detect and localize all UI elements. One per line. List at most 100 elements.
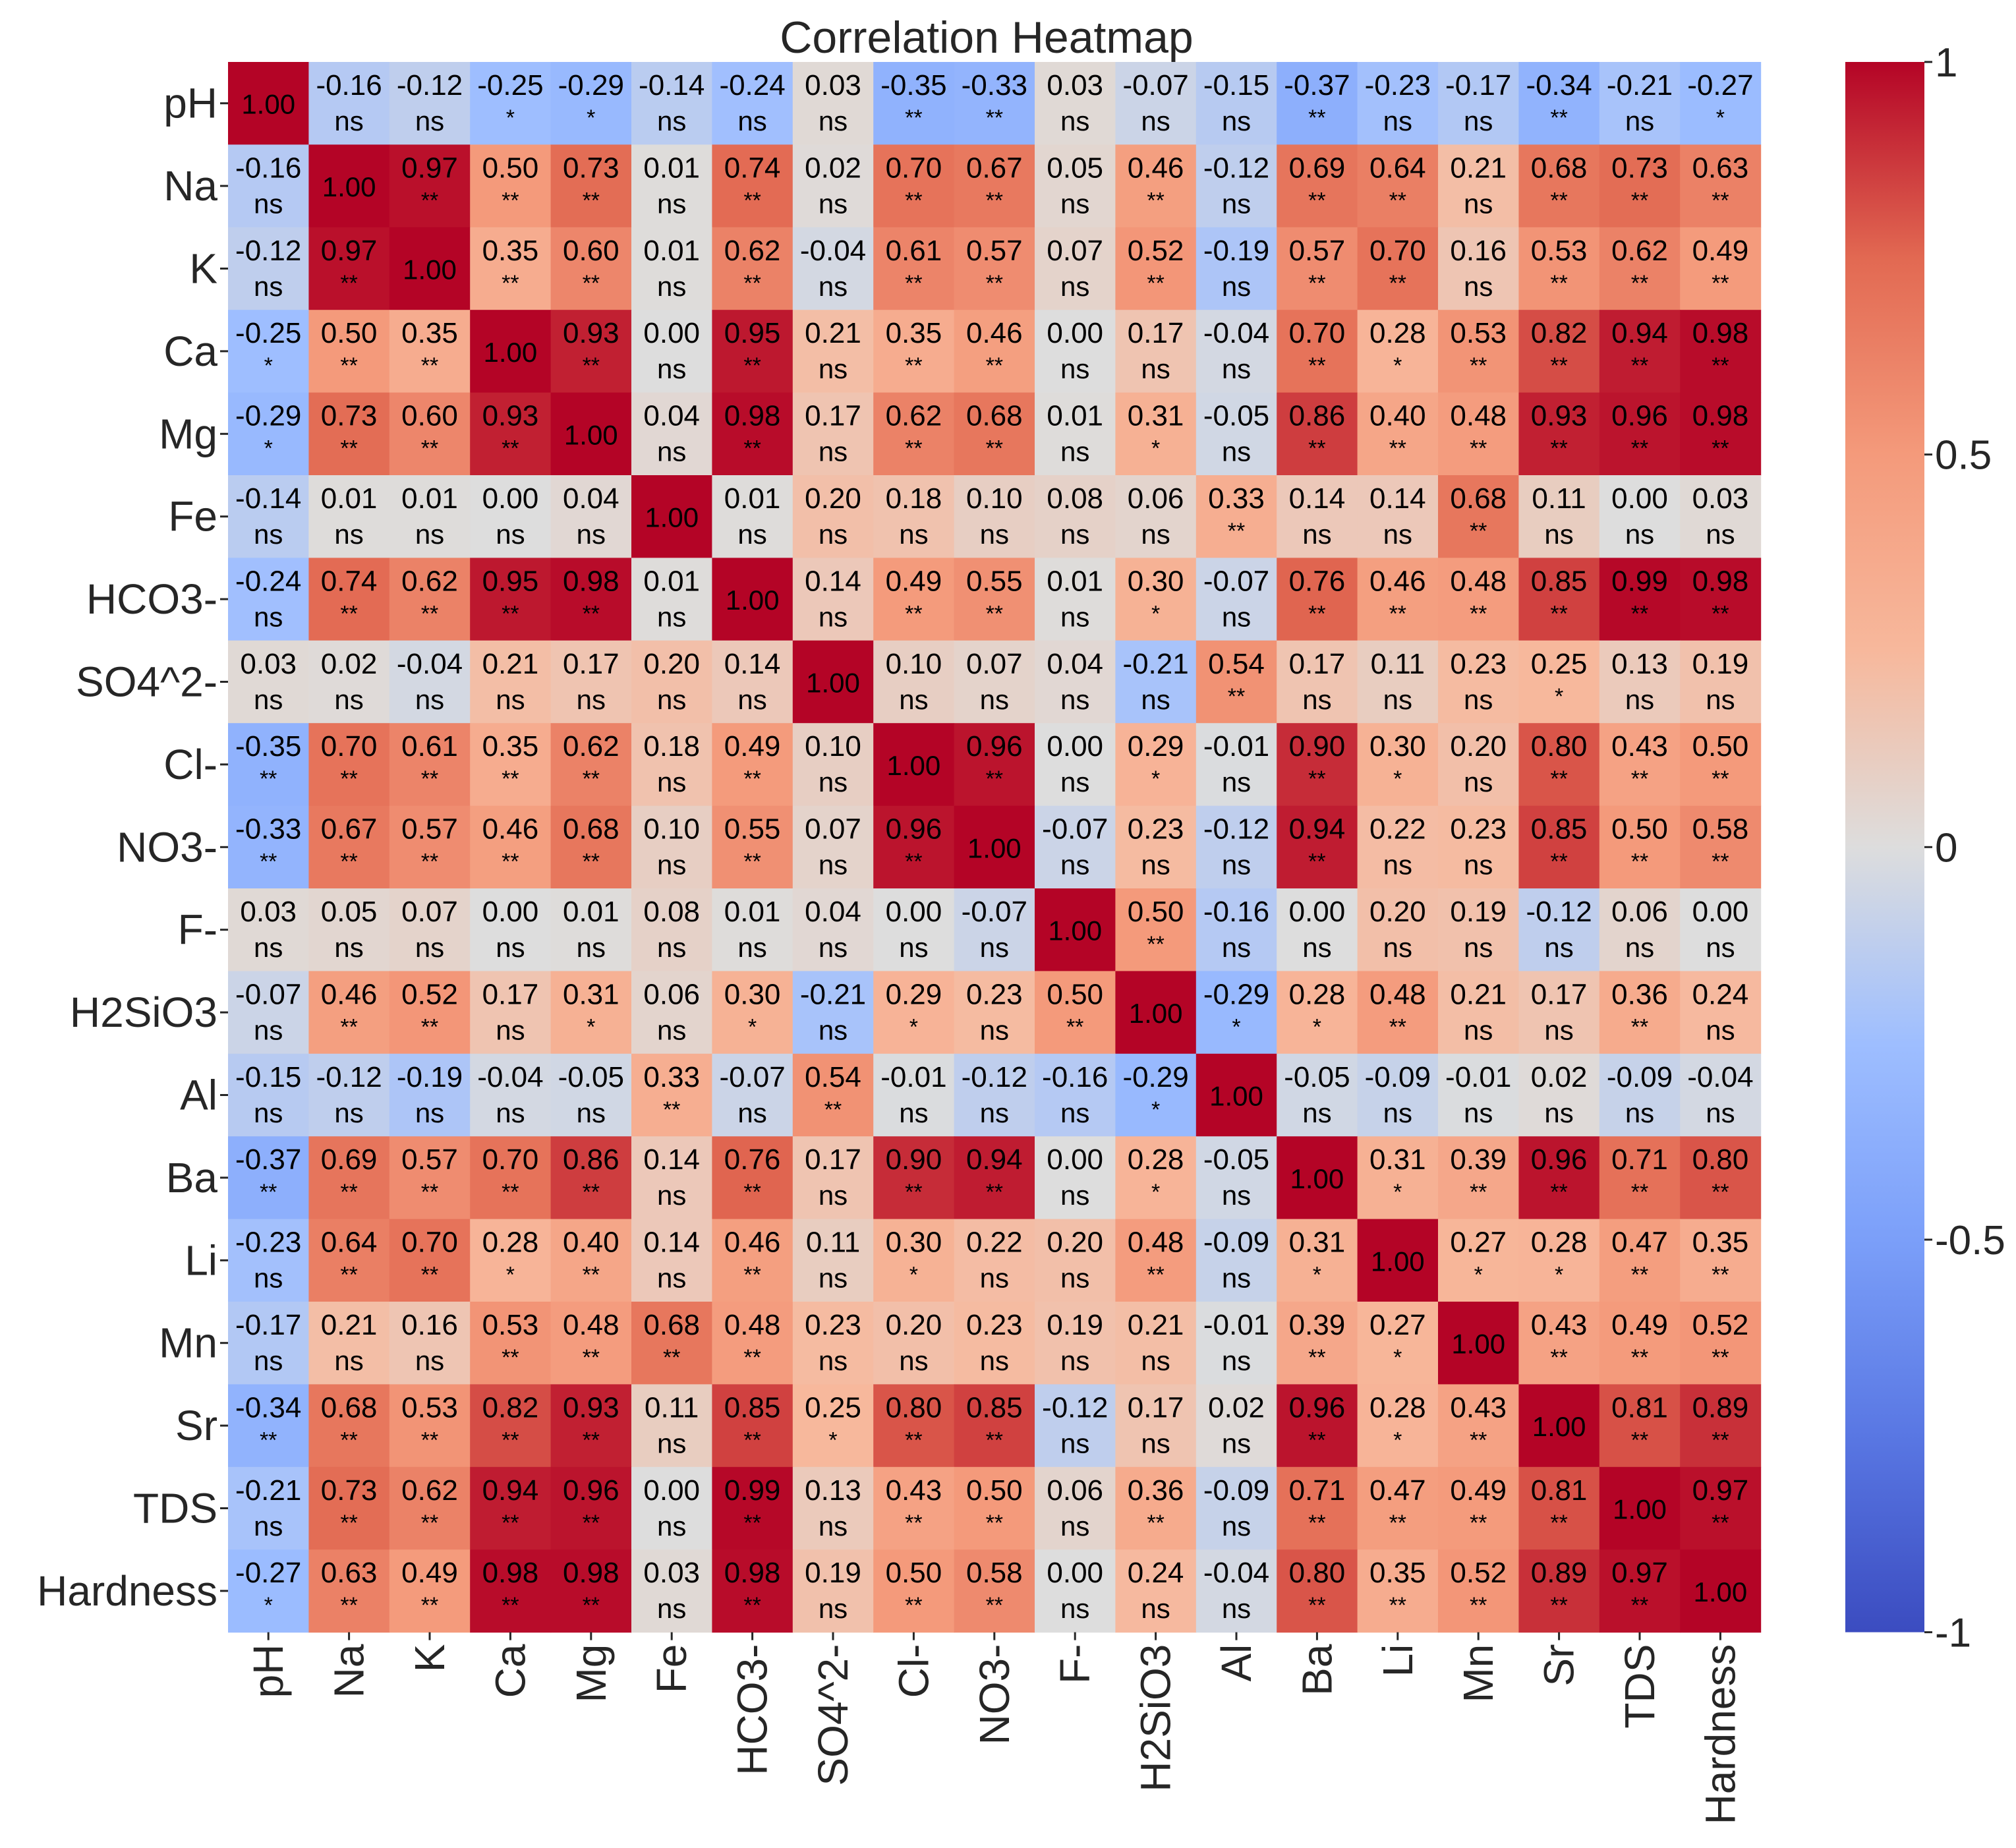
cell-value-label: 0.01	[724, 896, 781, 928]
cell-value-label: 0.20	[886, 1309, 942, 1341]
heatmap-cell-fill	[389, 805, 471, 889]
heatmap-cell-fill	[389, 1549, 471, 1633]
heatmap-cell-fill	[308, 310, 390, 393]
heatmap-cell-fill	[1518, 888, 1600, 971]
cell-significance-label: **	[1712, 766, 1729, 792]
cell-value-label: 0.58	[1692, 813, 1749, 846]
heatmap-cell: 0.13 ns	[792, 1466, 874, 1550]
heatmap-cell: -0.04 ns	[1680, 1053, 1762, 1137]
heatmap-cell-fill	[1518, 1466, 1600, 1550]
cell-significance-label: ns	[657, 271, 686, 302]
cell-significance-label: ns	[819, 766, 848, 797]
heatmap-cell-fill	[1195, 640, 1277, 724]
heatmap-cell: 0.48 **	[1438, 392, 1519, 476]
heatmap-cell-fill	[954, 640, 1035, 724]
cell-significance-label: *	[1151, 436, 1160, 461]
cell-significance-label: **	[743, 436, 761, 461]
cell-significance-label: ns	[496, 684, 525, 715]
heatmap-cell: 0.54 **	[792, 1053, 874, 1137]
cell-significance-label: ns	[1464, 271, 1493, 302]
heatmap-cell: 0.49 **	[1680, 227, 1762, 310]
heatmap-cell-fill	[308, 723, 390, 807]
heatmap-cell: -0.15 ns	[228, 1053, 309, 1137]
heatmap-cell: 0.17 ns	[1277, 640, 1358, 724]
heatmap-cell-fill	[631, 971, 712, 1054]
heatmap-cell: 0.28 *	[1357, 310, 1439, 393]
heatmap-cell-fill	[1115, 971, 1197, 1054]
heatmap-cell-fill	[873, 392, 955, 476]
cell-value-label: 0.30	[1369, 730, 1426, 763]
heatmap-cell: -0.09 ns	[1195, 1219, 1277, 1302]
heatmap-cell-fill	[1438, 723, 1519, 807]
heatmap-cell: 0.82 **	[1518, 310, 1600, 393]
cell-value-label: 0.50	[886, 1557, 942, 1589]
cell-significance-label: ns	[1060, 1428, 1089, 1458]
cell-significance-label: **	[1308, 1593, 1325, 1618]
cell-value-label: 0.00	[1047, 1143, 1103, 1176]
cell-value-label: -0.04	[1203, 317, 1269, 349]
heatmap-cell: 0.07 ns	[389, 888, 471, 971]
heatmap-cell: -0.34 **	[228, 1384, 309, 1468]
heatmap-cell-fill	[631, 640, 712, 724]
heatmap-cell: 0.98 **	[470, 1549, 552, 1633]
cell-significance-label: **	[1308, 1345, 1325, 1370]
heatmap-cell-fill	[631, 1053, 712, 1137]
cell-value-label: 0.01	[643, 152, 700, 184]
cell-significance-label: ns	[1060, 271, 1089, 302]
cell-significance-label: *	[909, 1014, 918, 1039]
cell-value-label: 0.74	[321, 565, 378, 597]
cell-value-label: 1.00	[322, 171, 376, 202]
cell-significance-label: ns	[334, 1097, 363, 1128]
heatmap-cell: -0.05 ns	[1195, 1136, 1277, 1220]
heatmap-cell: 0.53 **	[389, 1384, 471, 1468]
cell-significance-label: ns	[1625, 932, 1654, 963]
cell-significance-label: ns	[1464, 766, 1493, 797]
cell-significance-label: ns	[415, 684, 444, 715]
heatmap-cell: -0.12 ns	[389, 62, 471, 145]
cell-significance-label: ns	[1060, 1263, 1089, 1294]
heatmap-cell-fill	[1518, 1549, 1600, 1633]
heatmap-cell-fill	[1518, 392, 1600, 476]
cell-significance-label: **	[1712, 1263, 1729, 1288]
colorbar-tick-label: 0	[1935, 825, 1957, 871]
heatmap-cell-fill	[954, 1302, 1035, 1385]
heatmap-cell: 0.73 **	[550, 144, 632, 228]
cell-significance-label: ns	[254, 519, 283, 550]
cell-significance-label: *	[506, 105, 515, 130]
heatmap-cell-fill	[1195, 805, 1277, 889]
heatmap-cell: 0.94 **	[954, 1136, 1035, 1220]
heatmap-cell-fill	[1195, 475, 1277, 558]
cell-value-label: -0.14	[235, 482, 301, 515]
cell-value-label: 0.93	[563, 317, 619, 349]
heatmap-cell: 0.23 ns	[954, 971, 1035, 1054]
y-tick-label: Ba	[166, 1154, 218, 1201]
cell-value-label: -0.04	[397, 648, 463, 680]
heatmap-cell: 0.62 **	[1599, 227, 1681, 310]
cell-significance-label: ns	[496, 1014, 525, 1045]
cell-significance-label: **	[502, 1511, 519, 1536]
cell-significance-label: ns	[819, 1263, 848, 1294]
cell-significance-label: **	[663, 1345, 680, 1370]
heatmap-cell: 0.23 ns	[1115, 805, 1197, 889]
heatmap-cell-fill	[550, 475, 632, 558]
cell-significance-label: **	[905, 105, 922, 130]
cell-value-label: 0.04	[643, 400, 700, 432]
heatmap-cell: 0.50 **	[1599, 805, 1681, 889]
cell-value-label: -0.21	[1122, 648, 1188, 680]
heatmap-cell: 1.00	[1035, 888, 1116, 971]
heatmap-cell-fill	[1518, 805, 1600, 889]
heatmap-cell: 0.23 ns	[954, 1302, 1035, 1385]
cell-value-label: 0.46	[482, 813, 539, 846]
cell-value-label: 0.28	[1369, 1391, 1426, 1424]
heatmap-cell-fill	[470, 475, 552, 558]
y-tick-label: Sr	[175, 1402, 217, 1449]
heatmap-cell: 1.00	[1277, 1136, 1358, 1220]
heatmap-cell: 0.67 **	[954, 144, 1035, 228]
heatmap-cell-fill	[1277, 1053, 1358, 1137]
heatmap-cell: 0.40 **	[1357, 392, 1439, 476]
heatmap-cell-fill	[1599, 1302, 1681, 1385]
cell-significance-label: ns	[1544, 519, 1573, 550]
heatmap-cell-fill	[954, 1053, 1035, 1137]
cell-significance-label: **	[421, 766, 438, 792]
cell-significance-label: ns	[1222, 1180, 1251, 1211]
